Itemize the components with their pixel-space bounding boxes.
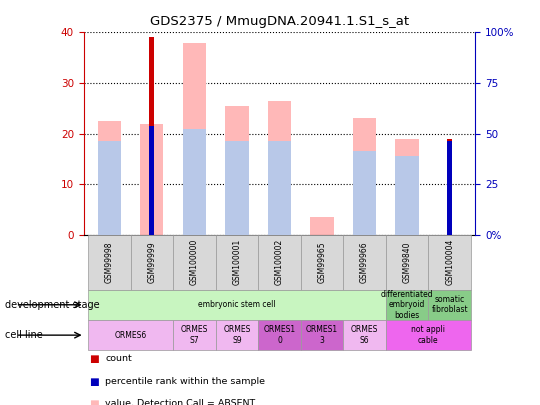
Bar (183, 43, 206, 235)
Text: differentiated
embryoid
bodies: differentiated embryoid bodies (381, 290, 434, 320)
Text: ORMES6: ORMES6 (114, 330, 147, 340)
Bar (447, 139, 452, 235)
Text: GSM100004: GSM100004 (445, 239, 454, 286)
Text: GSM99998: GSM99998 (105, 241, 114, 283)
Bar (447, 141, 452, 235)
Text: development stage: development stage (5, 300, 100, 310)
Bar (88, 320, 173, 350)
Text: cell line: cell line (5, 330, 43, 340)
Bar (268, 101, 291, 235)
Bar (258, 320, 301, 350)
Bar (268, 141, 291, 235)
Text: not appli
cable: not appli cable (411, 326, 446, 345)
Bar (183, 129, 206, 235)
Bar (88, 235, 131, 290)
Text: GSM100000: GSM100000 (190, 239, 199, 286)
Bar (173, 320, 215, 350)
Bar (88, 290, 386, 320)
Text: GSM100002: GSM100002 (275, 239, 284, 286)
Bar (395, 139, 419, 235)
Text: percentile rank within the sample: percentile rank within the sample (105, 377, 265, 386)
Text: GSM99966: GSM99966 (360, 241, 369, 283)
Bar (353, 118, 376, 235)
Bar (395, 156, 419, 235)
Bar (310, 217, 334, 235)
Bar (343, 235, 386, 290)
Text: GSM99965: GSM99965 (318, 241, 327, 283)
Bar (140, 124, 164, 235)
Text: count: count (105, 354, 132, 363)
Bar (386, 235, 428, 290)
Bar (225, 106, 248, 235)
Bar (428, 235, 471, 290)
Text: GSM100001: GSM100001 (232, 239, 241, 286)
Bar (301, 320, 343, 350)
Text: GSM99840: GSM99840 (403, 241, 411, 283)
Text: embryonic stem cell: embryonic stem cell (198, 300, 276, 309)
Text: ORMES1
0: ORMES1 0 (264, 326, 295, 345)
Bar (428, 290, 471, 320)
Text: GSM99999: GSM99999 (147, 241, 156, 283)
Bar (149, 37, 154, 235)
Text: ORMES1
3: ORMES1 3 (306, 326, 338, 345)
Text: ORMES
S7: ORMES S7 (181, 326, 208, 345)
Bar (215, 235, 258, 290)
Bar (301, 235, 343, 290)
Text: value, Detection Call = ABSENT: value, Detection Call = ABSENT (105, 399, 255, 405)
Bar (98, 141, 121, 235)
Bar (131, 235, 173, 290)
Bar (258, 235, 301, 290)
Bar (225, 141, 248, 235)
Bar (215, 320, 258, 350)
Bar (343, 320, 386, 350)
Bar (386, 290, 428, 320)
Text: ■: ■ (89, 354, 99, 364)
Bar (98, 121, 121, 235)
Bar (173, 235, 215, 290)
Bar (353, 151, 376, 235)
Title: GDS2375 / MmugDNA.20941.1.S1_s_at: GDS2375 / MmugDNA.20941.1.S1_s_at (150, 15, 409, 28)
Bar (149, 126, 154, 235)
Text: somatic
fibroblast: somatic fibroblast (431, 295, 468, 314)
Bar (386, 320, 471, 350)
Text: ORMES
S9: ORMES S9 (223, 326, 251, 345)
Text: ■: ■ (89, 399, 99, 405)
Text: ■: ■ (89, 377, 99, 387)
Text: ORMES
S6: ORMES S6 (351, 326, 378, 345)
